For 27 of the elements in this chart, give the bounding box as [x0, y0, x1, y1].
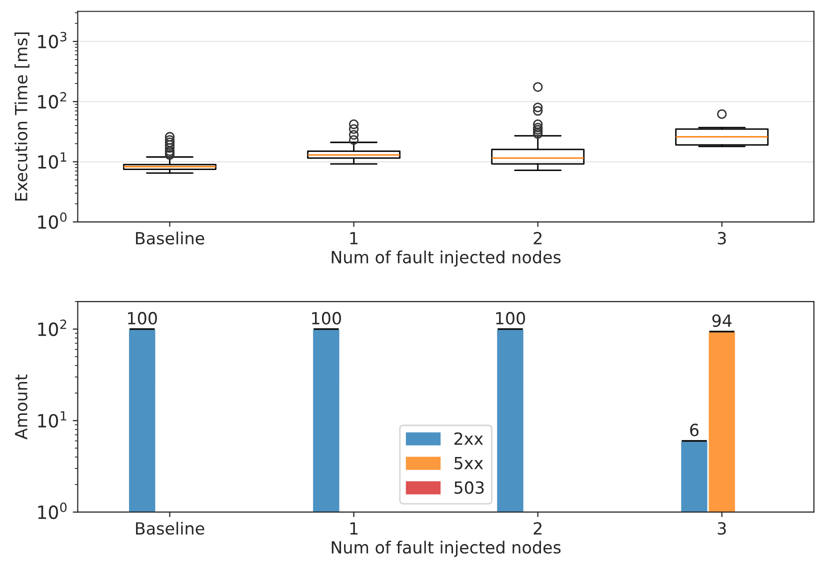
y-tick-label: 10$^{0}$: [38, 502, 67, 520]
data-label: 6: [690, 424, 699, 436]
data-label: 100: [312, 312, 341, 324]
x-tick-label: 3: [718, 232, 726, 245]
y-axis-title: Execution Time [ms]: [14, 32, 30, 201]
data-label: 100: [128, 312, 157, 324]
y-tick-label: 10$^{1}$: [38, 152, 66, 169]
x-tick-label: Baseline: [136, 522, 204, 535]
x-tick-label: 1: [350, 232, 358, 244]
y-tick-label: 10$^{2}$: [38, 320, 66, 336]
y-tick-label: 10$^{3}$: [38, 32, 66, 48]
y-tick-label: 10$^{2}$: [38, 92, 66, 109]
x-tick-label: 1: [350, 522, 358, 534]
x-axis-title: Num of fault injected nodes: [332, 250, 561, 267]
data-label: 100: [496, 312, 526, 324]
x-axis-title: Num of fault injected nodes: [332, 540, 561, 557]
legend-label: 2xx: [454, 432, 484, 445]
y-tick-label: 10$^{1}$: [38, 411, 66, 428]
y-tick-label: 10$^{0}$: [38, 212, 67, 229]
x-tick-label: 2: [534, 232, 542, 244]
data-label: 94: [712, 314, 732, 327]
legend-label: 5xx: [454, 457, 484, 470]
x-tick-label: Baseline: [136, 232, 204, 245]
y-axis-title: Amount: [15, 374, 28, 440]
x-tick-label: 2: [534, 522, 542, 534]
legend-label: 503: [454, 481, 484, 494]
x-tick-label: 3: [718, 522, 726, 535]
